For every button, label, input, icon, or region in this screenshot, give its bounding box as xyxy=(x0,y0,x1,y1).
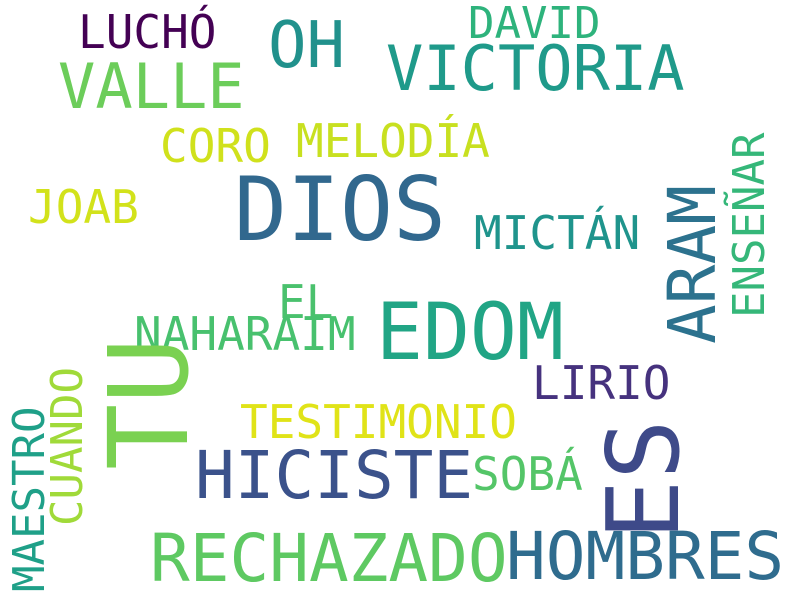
word-maestro: MAESTRO xyxy=(4,406,55,592)
word-lirio: LIRIO xyxy=(532,356,671,410)
word-victoria: VICTORIA xyxy=(386,32,685,105)
word-rechazado: RECHAZADO xyxy=(150,520,508,597)
word-melodia: MELODÍA xyxy=(296,114,490,168)
word-lucho: LUCHÓ xyxy=(78,5,217,59)
word-edom: EDOM xyxy=(376,288,564,378)
word-ensenar: ENSEÑAR xyxy=(724,132,775,318)
word-tu: TU xyxy=(85,337,213,470)
word-coro: CORO xyxy=(160,119,271,173)
word-oh: OH xyxy=(268,9,346,83)
word-testimonio: TESTIMONIO xyxy=(240,395,517,449)
word-dios: DIOS xyxy=(234,158,446,261)
word-soba: SOBÁ xyxy=(472,447,583,501)
word-mictan: MICTÁN xyxy=(474,206,641,260)
word-joab: JOAB xyxy=(28,180,139,234)
word-hombres: HOMBRES xyxy=(506,518,785,595)
word-el: EL xyxy=(278,275,334,329)
word-valle: VALLE xyxy=(58,50,245,123)
word-david: DAVID xyxy=(468,0,601,49)
word-es: ES xyxy=(585,419,702,540)
word-naharaim: NAHARAIM xyxy=(134,307,356,361)
word-hiciste: HICISTE xyxy=(195,437,474,514)
word-aram: ARAM xyxy=(654,185,731,344)
